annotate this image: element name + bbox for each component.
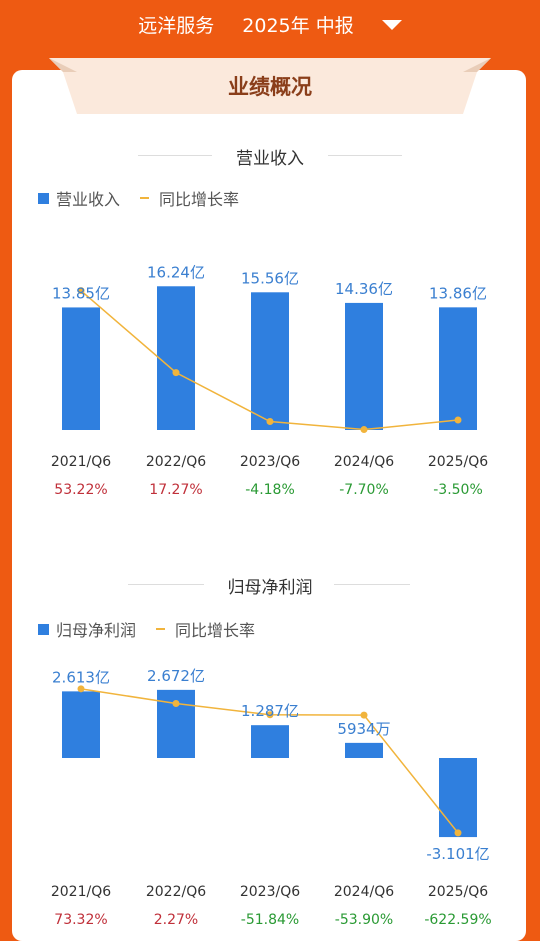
- ribbon-shape: [49, 58, 491, 114]
- bar: [157, 286, 195, 430]
- bar: [345, 742, 383, 758]
- growth-rate-label: 53.22%: [54, 482, 107, 498]
- growth-point: [360, 426, 368, 434]
- bar-value-label: 1.287亿: [241, 702, 299, 720]
- category-label: 2023/Q6: [240, 884, 300, 900]
- legend-line-swatch: [140, 197, 150, 199]
- revenue-title-text: 营业收入: [236, 149, 304, 169]
- title-divider-left: [128, 584, 204, 585]
- bar: [251, 292, 289, 430]
- bar: [439, 758, 477, 838]
- bar-value-label: 14.36亿: [335, 280, 393, 298]
- bar-value-label: -3.101亿: [426, 845, 489, 863]
- legend-bar-swatch: [38, 623, 49, 635]
- revenue-section-title: 营业收入: [0, 144, 540, 169]
- report-header[interactable]: 远洋服务 2025年 中报: [0, 0, 540, 48]
- legend-bar-swatch: [38, 192, 49, 204]
- bar-value-label: 2.613亿: [52, 668, 110, 686]
- caret-down-icon[interactable]: [381, 20, 402, 30]
- legend-bar-label: 归母净利润: [56, 621, 137, 640]
- category-label: 2022/Q6: [146, 884, 206, 900]
- card-title: 业绩概况: [228, 75, 312, 99]
- bar-value-label: 15.56亿: [241, 269, 299, 287]
- growth-point: [454, 416, 462, 424]
- bar-value-label: 5934万: [337, 720, 390, 738]
- growth-point: [172, 369, 180, 377]
- bar-value-label: 13.85亿: [52, 284, 110, 302]
- category-label: 2023/Q6: [240, 454, 300, 470]
- report-period[interactable]: 2025年 中报: [242, 14, 354, 37]
- growth-rate-label: -622.59%: [424, 912, 491, 928]
- growth-point: [266, 418, 274, 426]
- revenue-legend: 营业收入 同比增长率: [38, 186, 239, 210]
- growth-point: [77, 685, 85, 693]
- growth-rate-label: 2.27%: [154, 912, 198, 928]
- category-label: 2021/Q6: [51, 884, 111, 900]
- growth-point: [172, 700, 180, 708]
- growth-rate-label: -51.84%: [241, 912, 299, 928]
- category-label: 2022/Q6: [146, 454, 206, 470]
- category-label: 2024/Q6: [334, 454, 394, 470]
- legend-line-label: 同比增长率: [159, 190, 240, 209]
- title-divider-right: [334, 584, 410, 585]
- growth-rate-label: -7.70%: [339, 482, 389, 498]
- profit-chart: 2.613亿 2.672亿 1.287亿 5934万 -3.101亿 2021/Q6 202…: [51, 667, 492, 928]
- growth-point: [77, 287, 85, 295]
- legend-bar-label: 营业收入: [56, 190, 121, 209]
- category-label: 2024/Q6: [334, 884, 394, 900]
- profit-title-text: 归母净利润: [227, 578, 313, 598]
- growth-rate-label: 73.32%: [54, 912, 107, 928]
- bar: [439, 307, 477, 430]
- growth-point: [360, 711, 368, 719]
- bar: [345, 302, 383, 430]
- bar: [62, 691, 100, 758]
- category-label: 2025/Q6: [428, 454, 488, 470]
- growth-rate-label: -3.50%: [433, 482, 483, 498]
- bar-value-label: 2.672亿: [147, 667, 205, 685]
- company-name: 远洋服务: [138, 14, 215, 37]
- profit-section-title: 归母净利润: [0, 573, 540, 598]
- growth-point: [454, 829, 462, 837]
- growth-rate-label: 17.27%: [149, 482, 202, 498]
- bar-value-label: 13.86亿: [429, 284, 487, 302]
- profit-legend: 归母净利润 同比增长率: [38, 617, 255, 641]
- bar-value-label: 16.24亿: [147, 263, 205, 281]
- growth-rate-label: -53.90%: [335, 912, 393, 928]
- title-divider-right: [328, 155, 402, 156]
- growth-rate-label: -4.18%: [245, 482, 295, 498]
- category-label: 2025/Q6: [428, 884, 488, 900]
- legend-line-swatch: [156, 628, 166, 630]
- card-title-ribbon: 业绩概况: [49, 58, 491, 114]
- bar: [62, 307, 100, 430]
- revenue-chart: 13.85亿 16.24亿 15.56亿 14.36亿 13.86亿 2021/Q6 202…: [51, 263, 488, 498]
- bar: [251, 725, 289, 758]
- category-label: 2021/Q6: [51, 454, 111, 470]
- legend-line-label: 同比增长率: [175, 621, 256, 640]
- title-divider-left: [138, 155, 212, 156]
- growth-point: [266, 711, 274, 719]
